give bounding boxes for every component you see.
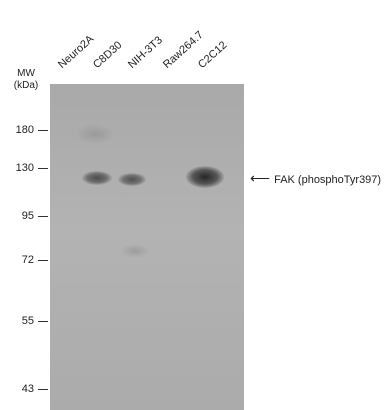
mw-label: MW <box>17 68 35 79</box>
marker-label: 130 <box>15 162 34 174</box>
marker-95: 95 <box>0 210 48 222</box>
lane-label-c8d30: C8D30 <box>90 39 125 71</box>
band-c8d30 <box>82 171 112 185</box>
marker-label: 55 <box>21 315 34 327</box>
band-nih-3t3 <box>118 173 146 186</box>
marker-tick <box>38 389 48 390</box>
lane-label-neuro2a: Neuro2A <box>55 33 97 71</box>
marker-tick <box>38 130 48 131</box>
target-annotation: ⟵ FAK (phosphoTyr397) <box>250 171 381 187</box>
band-c2c12 <box>186 166 224 188</box>
marker-label: 180 <box>15 124 34 136</box>
lane-label-c2c12: C2C12 <box>195 39 230 71</box>
marker-tick <box>38 321 48 322</box>
background-smear <box>75 124 115 144</box>
mw-header: MW (kDa) <box>6 68 46 92</box>
left-arrow-icon: ⟵ <box>250 170 271 186</box>
marker-label: 43 <box>21 383 34 395</box>
marker-55: 55 <box>0 315 48 327</box>
western-blot-membrane <box>50 84 244 410</box>
marker-72: 72 <box>0 254 48 266</box>
marker-43: 43 <box>0 383 48 395</box>
target-label: FAK (phosphoTyr397) <box>274 174 382 186</box>
marker-180: 180 <box>0 124 48 136</box>
marker-130: 130 <box>0 162 48 174</box>
marker-label: 95 <box>21 210 34 222</box>
marker-tick <box>38 260 48 261</box>
marker-label: 72 <box>21 254 34 266</box>
marker-tick <box>38 216 48 217</box>
background-smear <box>120 244 150 258</box>
lane-label-nih-3t3: NIH-3T3 <box>125 34 165 71</box>
kda-label: (kDa) <box>13 80 39 91</box>
marker-tick <box>38 168 48 169</box>
